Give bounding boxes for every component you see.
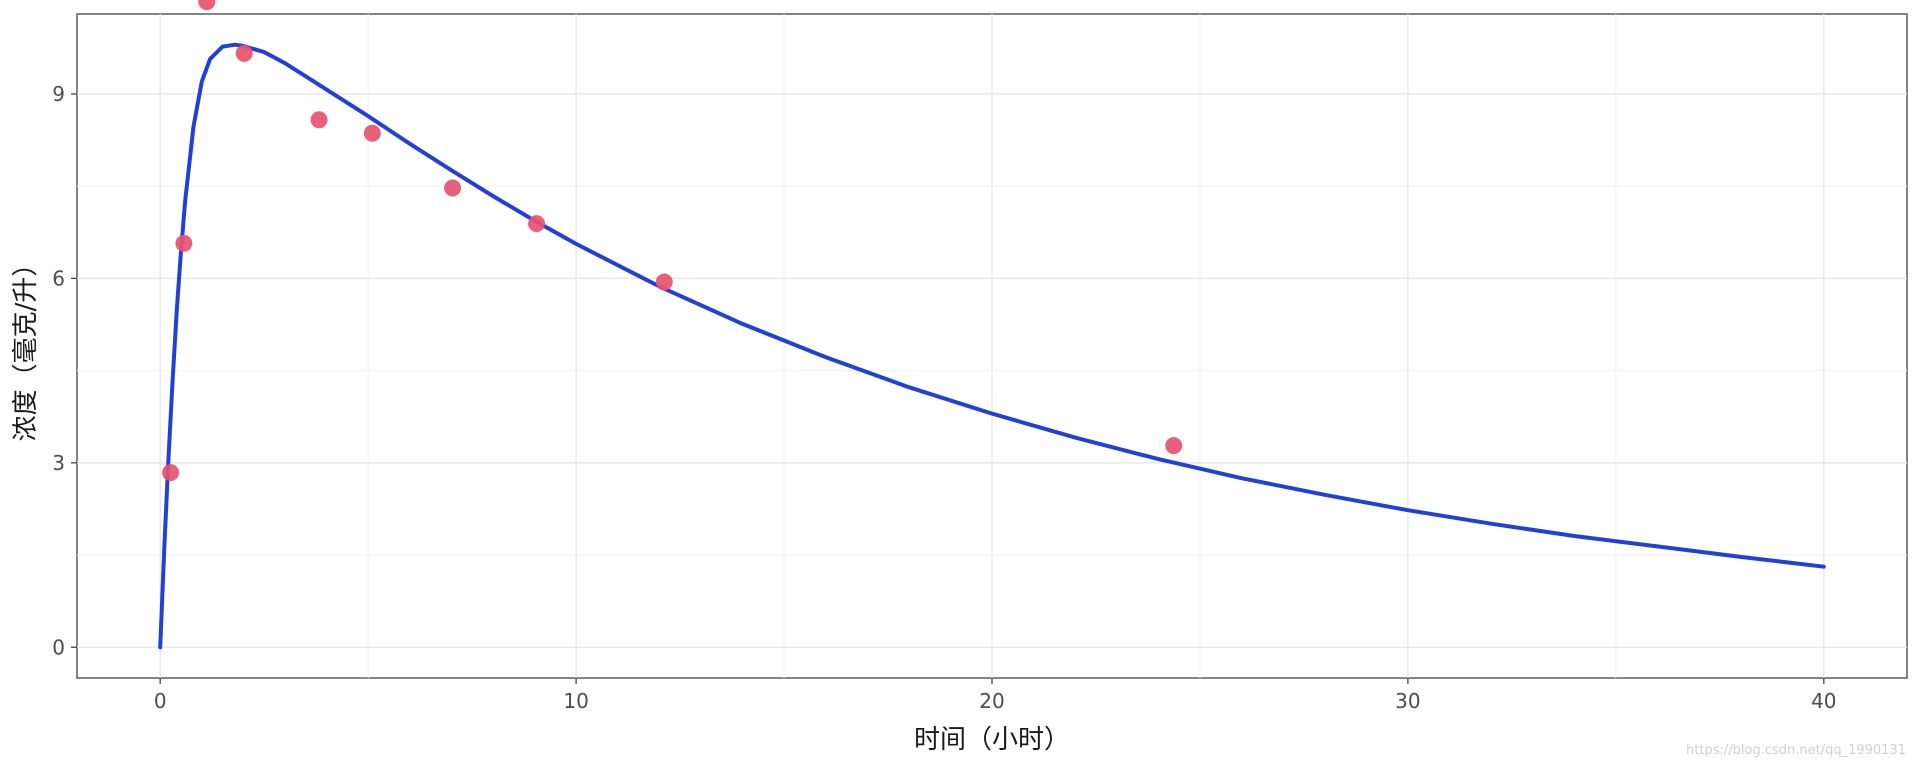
data-point xyxy=(1165,437,1183,455)
y-axis-title: 浓度（毫克/升） xyxy=(11,251,41,442)
data-point xyxy=(363,124,381,142)
y-tick-label: 6 xyxy=(52,266,65,290)
watermark-text: https://blog.csdn.net/qq_1990131 xyxy=(1686,743,1906,758)
points-layer xyxy=(162,0,1183,482)
data-point xyxy=(162,464,180,482)
grid-layer xyxy=(77,14,1907,678)
data-point xyxy=(655,273,673,291)
x-tick-label: 20 xyxy=(979,689,1004,713)
fitted-curve-line xyxy=(158,42,1826,650)
data-point xyxy=(310,111,328,129)
data-point xyxy=(198,0,216,11)
data-point xyxy=(175,234,193,252)
y-tick-label: 9 xyxy=(52,82,65,106)
y-axis-ticks: 0 3 6 9 xyxy=(52,82,77,659)
x-axis-ticks: 0 10 20 30 40 xyxy=(154,678,1837,713)
x-axis-title: 时间（小时） xyxy=(914,725,1070,755)
x-tick-label: 0 xyxy=(154,689,167,713)
x-tick-label: 30 xyxy=(1395,689,1420,713)
x-tick-label: 40 xyxy=(1811,689,1836,713)
x-tick-label: 10 xyxy=(563,689,588,713)
data-point xyxy=(528,215,546,233)
data-point xyxy=(444,179,462,197)
curve-layer xyxy=(158,42,1826,650)
y-tick-label: 3 xyxy=(52,451,65,475)
data-point xyxy=(235,44,253,62)
y-tick-label: 0 xyxy=(52,635,65,659)
